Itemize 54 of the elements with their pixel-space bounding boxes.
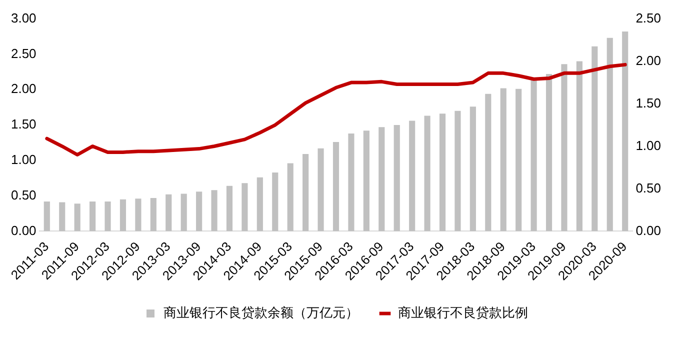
bar xyxy=(530,80,537,232)
bar xyxy=(59,202,66,232)
legend-label: 商业银行不良贷款余额（万亿元） xyxy=(164,305,358,320)
y-tick-label: 2.00 xyxy=(10,81,36,96)
bar xyxy=(44,201,50,232)
bar xyxy=(166,194,172,232)
y2-tick-label: 2.00 xyxy=(636,52,662,68)
bar xyxy=(348,134,354,232)
y-tick-label: 0.50 xyxy=(10,187,36,202)
bar xyxy=(363,130,370,232)
bar xyxy=(470,106,476,232)
bar xyxy=(332,142,340,232)
bar xyxy=(606,38,613,232)
bar xyxy=(287,163,294,232)
bar xyxy=(226,186,233,232)
bar xyxy=(592,46,598,232)
bar xyxy=(454,110,461,232)
bar xyxy=(196,192,202,232)
bar xyxy=(135,198,142,232)
bar xyxy=(546,74,552,232)
bar xyxy=(180,194,187,232)
bar xyxy=(516,88,522,232)
bar xyxy=(485,94,492,232)
bar xyxy=(424,116,430,232)
y-tick-label: 2.50 xyxy=(10,46,36,61)
bar xyxy=(90,201,96,232)
bar xyxy=(256,177,263,232)
y2-tick-label: 1.00 xyxy=(636,138,662,153)
bar xyxy=(74,204,80,232)
y2-tick-label: 2.50 xyxy=(636,10,662,26)
y-tick-label: 0.00 xyxy=(10,222,36,238)
bar xyxy=(120,199,126,232)
y-tick-label: 1.50 xyxy=(10,116,36,132)
bar xyxy=(272,172,278,232)
y2-tick-label: 1.50 xyxy=(636,95,662,110)
bar xyxy=(394,125,400,232)
bar xyxy=(242,183,248,232)
bar xyxy=(104,201,111,232)
bar xyxy=(378,127,385,232)
bar xyxy=(500,88,506,232)
bar xyxy=(318,148,324,232)
bar xyxy=(622,32,628,232)
bar xyxy=(211,190,218,232)
bar xyxy=(439,114,446,232)
bar xyxy=(150,198,156,232)
bar xyxy=(561,64,568,232)
y2-tick-label: 0.00 xyxy=(636,222,662,238)
bar xyxy=(409,120,416,232)
y-tick-label: 3.00 xyxy=(10,10,36,26)
bar xyxy=(576,61,582,232)
legend-label: 商业银行不良贷款比例 xyxy=(398,305,528,320)
bar xyxy=(302,154,309,232)
y-tick-label: 1.00 xyxy=(10,152,36,167)
y2-tick-label: 0.50 xyxy=(636,180,662,196)
